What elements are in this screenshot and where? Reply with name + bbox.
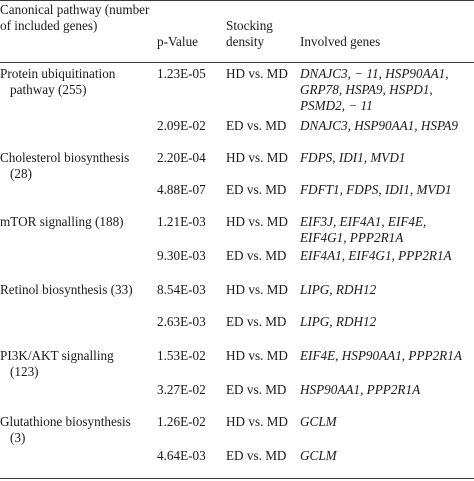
stocking-density: HD vs. MD: [226, 150, 288, 165]
involved-genes: EIF4E, HSP90AA1, PPP2R1A: [300, 348, 462, 363]
involved-genes: HSP90AA1, PPP2R1A: [300, 382, 421, 397]
stocking-density: ED vs. MD: [226, 448, 287, 463]
p-value: 4.64E-03: [157, 448, 206, 463]
stocking-density: HD vs. MD: [226, 214, 288, 229]
involved-genes: FDFT1, FDPS, IDI1, MVD1: [300, 182, 452, 197]
header-stocking-density: Stocking density: [226, 18, 273, 49]
bottom-rule: [0, 478, 474, 479]
p-value: 2.09E-02: [157, 118, 206, 133]
involved-genes: GCLM: [300, 448, 337, 463]
p-value: 1.53E-02: [157, 348, 206, 363]
pathway-name: Protein ubiquitination: [0, 66, 116, 81]
pathway-name: PI3K/AKT signalling: [0, 348, 114, 363]
stocking-density: HD vs. MD: [226, 348, 288, 363]
p-value: 3.27E-02: [157, 382, 206, 397]
pathway-name-cont: (123): [10, 364, 39, 379]
pathway-name-cont: pathway (255): [10, 82, 87, 97]
stocking-density: ED vs. MD: [226, 382, 287, 397]
header-pathway: Canonical pathway (number of included ge…: [0, 2, 150, 33]
involved-genes: LIPG, RDH12: [300, 282, 377, 297]
pathway-name-cont: (3): [10, 430, 26, 445]
p-value: 1.26E-02: [157, 414, 206, 429]
header-rule: [0, 62, 474, 63]
header-involved-genes: Involved genes: [300, 34, 381, 49]
stocking-density: ED vs. MD: [226, 182, 287, 197]
pathway-name: Retinol biosynthesis (33): [0, 282, 133, 297]
stocking-density: ED vs. MD: [226, 118, 287, 133]
involved-genes: EIF4A1, EIF4G1, PPP2R1A: [300, 248, 452, 263]
involved-genes: DNAJC3, HSP90AA1, HSPA9: [300, 118, 458, 133]
involved-genes: FDPS, IDI1, MVD1: [300, 150, 406, 165]
p-value: 2.63E-03: [157, 314, 206, 329]
p-value: 1.21E-03: [157, 214, 206, 229]
stocking-density: HD vs. MD: [226, 282, 288, 297]
p-value: 4.88E-07: [157, 182, 206, 197]
pathway-name: Glutathione biosynthesis: [0, 414, 131, 429]
pathway-name-cont: (28): [10, 166, 32, 181]
p-value: 9.30E-03: [157, 248, 206, 263]
involved-genes: EIF3J, EIF4A1, EIF4E, EIF4G1, PPP2R1A: [300, 214, 427, 245]
p-value: 8.54E-03: [157, 282, 206, 297]
involved-genes: GCLM: [300, 414, 337, 429]
involved-genes: LIPG, RDH12: [300, 314, 377, 329]
stocking-density: HD vs. MD: [226, 66, 288, 81]
p-value: 2.20E-04: [157, 150, 206, 165]
p-value: 1.23E-05: [157, 66, 206, 81]
stocking-density: HD vs. MD: [226, 414, 288, 429]
stocking-density: ED vs. MD: [226, 248, 287, 263]
involved-genes: DNAJC3, − 11, HSP90AA1, GRP78, HSPA9, HS…: [300, 66, 449, 113]
stocking-density: ED vs. MD: [226, 314, 287, 329]
header-pvalue: p-Value: [157, 34, 199, 49]
pathway-name: mTOR signalling (188): [0, 214, 124, 229]
top-rule: [0, 0, 474, 1]
pathway-name: Cholesterol biosynthesis: [0, 150, 130, 165]
